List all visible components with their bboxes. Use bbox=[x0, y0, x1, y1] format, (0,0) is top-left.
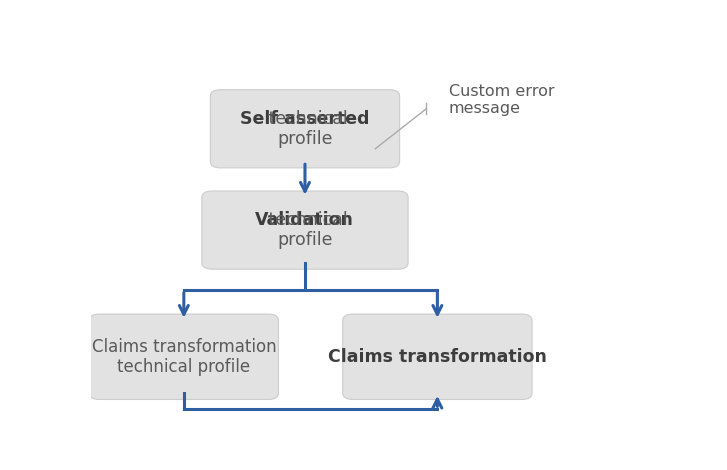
Text: Self asserted: Self asserted bbox=[240, 110, 369, 128]
Text: technical: technical bbox=[263, 211, 348, 229]
FancyBboxPatch shape bbox=[342, 314, 532, 400]
Text: technical: technical bbox=[263, 110, 348, 128]
Text: Validation: Validation bbox=[255, 211, 354, 229]
FancyBboxPatch shape bbox=[202, 191, 408, 269]
Text: technical profile: technical profile bbox=[117, 358, 250, 376]
FancyBboxPatch shape bbox=[89, 314, 278, 400]
Text: Custom error
message: Custom error message bbox=[449, 84, 554, 116]
FancyBboxPatch shape bbox=[210, 90, 400, 168]
Text: profile: profile bbox=[277, 231, 333, 249]
Text: Claims transformation: Claims transformation bbox=[328, 348, 547, 366]
Text: profile: profile bbox=[277, 130, 333, 148]
Text: Claims transformation: Claims transformation bbox=[92, 338, 276, 356]
